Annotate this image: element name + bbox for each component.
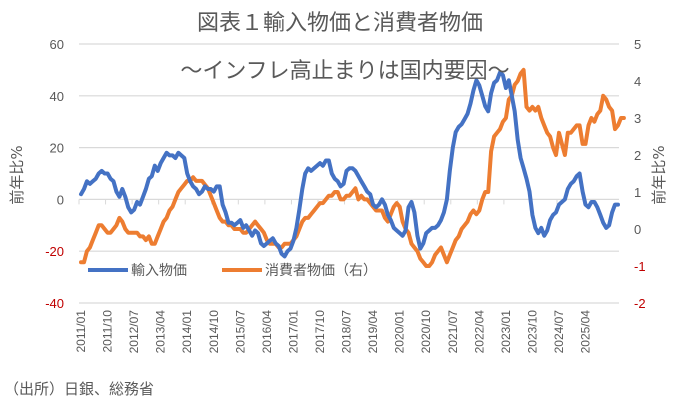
legend-label-import: 輸入物価 (131, 263, 187, 279)
x-tick-label: 2020/01 (393, 310, 407, 354)
y2-tick-label: -1 (634, 259, 646, 274)
x-tick-label: 2017/01 (286, 310, 300, 354)
chart-title: 図表１輸入物価と消費者物価 (197, 11, 483, 36)
x-tick-label: 2022/04 (472, 310, 486, 354)
y-tick-label: 0 (57, 192, 64, 207)
x-tick-label: 2012/07 (127, 310, 141, 354)
y2-tick-label: 1 (634, 185, 641, 200)
x-tick-label: 2020/10 (419, 310, 433, 354)
series-lines (79, 67, 626, 268)
y-tick-label: 20 (50, 141, 64, 156)
x-tick-label: 2016/04 (260, 310, 274, 354)
y2-tick-label: 5 (634, 37, 641, 52)
legend-label-cpi: 消費者物価（右） (265, 263, 377, 279)
y-tick-label: -20 (45, 244, 64, 259)
x-tick-label: 2013/04 (154, 310, 168, 354)
x-axis-ticks: 2011/01 2011/10 2012/07 2013/04 2014/01 2014/… (74, 199, 593, 353)
x-tick-label: 2018/07 (340, 310, 354, 354)
source-note: （出所）日銀、総務省 (4, 380, 154, 398)
x-tick-label: 2025/04 (579, 310, 593, 354)
x-tick-label: 2021/07 (446, 310, 460, 354)
y-tick-label: 40 (50, 89, 64, 104)
y-tick-label: 60 (50, 37, 64, 52)
y2-tick-label: 2 (634, 148, 641, 163)
x-tick-label: 2017/10 (313, 310, 327, 354)
x-tick-label: 2019/04 (366, 310, 380, 354)
x-tick-label: 2011/01 (74, 310, 88, 353)
x-tick-label: 2014/01 (180, 310, 194, 354)
series-line-cpi (79, 67, 626, 268)
x-tick-label: 2023/01 (499, 310, 513, 354)
right-axis-label: 前年比% (650, 145, 668, 204)
y2-tick-label: 4 (634, 74, 641, 89)
left-axis-ticks: 60 40 20 0 -20 -40 (45, 37, 64, 311)
y2-tick-label: 0 (634, 222, 641, 237)
x-tick-label: 2011/10 (101, 310, 115, 353)
y2-tick-label: 3 (634, 111, 641, 126)
right-axis-ticks: 5 4 3 2 1 0 -1 -2 (634, 37, 646, 311)
x-tick-label: 2024/07 (552, 310, 566, 354)
y2-tick-label: -2 (634, 296, 646, 311)
x-tick-label: 2014/10 (207, 310, 221, 354)
left-axis-label: 前年比% (8, 145, 26, 204)
chart-subtitle: ～インフレ高止まりは国内要因～ (180, 59, 509, 84)
x-tick-label: 2023/10 (525, 310, 539, 354)
legend: 輸入物価 消費者物価（右） (88, 263, 377, 279)
gridlines (79, 43, 619, 304)
x-tick-label: 2015/07 (233, 310, 247, 354)
y-tick-label: -40 (45, 296, 64, 311)
series-line-import-prices (79, 70, 620, 259)
